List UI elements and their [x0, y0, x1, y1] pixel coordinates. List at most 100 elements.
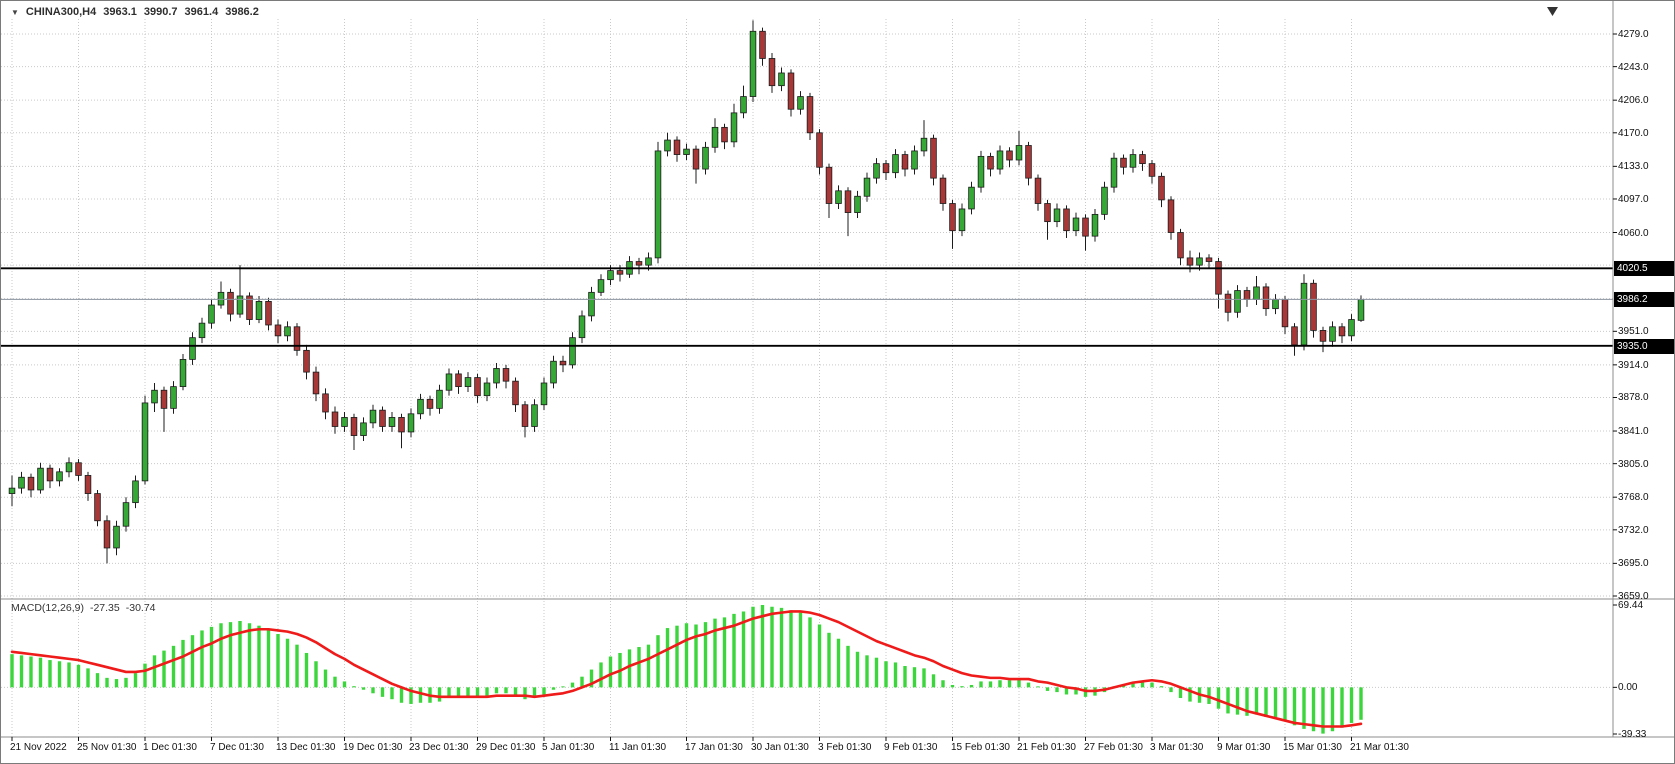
candle: [113, 520, 120, 556]
candle: [1310, 279, 1317, 338]
candle: [18, 471, 25, 494]
candle: [759, 27, 766, 66]
candle: [1243, 286, 1251, 307]
price-axis-label: 3732.0: [1618, 525, 1649, 536]
candle: [464, 372, 472, 393]
candle: [930, 134, 937, 186]
time-axis-label: 9 Mar 01:30: [1217, 742, 1271, 753]
candle: [749, 20, 757, 102]
candle: [787, 69, 795, 117]
price-axis-label: 4133.0: [1618, 161, 1649, 172]
macd-signal-value: -30.74: [125, 602, 156, 614]
candle: [132, 475, 139, 509]
chart-shift-marker[interactable]: [1547, 7, 1558, 16]
symbol-period-label: CHINA300,H4: [25, 6, 97, 18]
candle: [75, 459, 82, 481]
candle: [1101, 181, 1108, 220]
candle: [341, 411, 348, 432]
candle: [236, 265, 244, 318]
candle: [360, 417, 367, 441]
macd-axis-label: 69.44: [1618, 600, 1644, 611]
candle: [1053, 203, 1061, 228]
candle: [968, 181, 975, 215]
time-axis-label: 1 Dec 01:30: [143, 742, 197, 753]
price-axis-label: 4060.0: [1618, 228, 1649, 239]
macd-axis-label: 0.00: [1618, 682, 1638, 693]
candle: [284, 321, 291, 342]
price-axis-label: 4206.0: [1618, 95, 1649, 106]
candle: [892, 149, 899, 179]
candle: [84, 471, 92, 501]
price-axis-label: 4097.0: [1618, 194, 1649, 205]
candle: [977, 150, 985, 193]
candle: [920, 120, 928, 157]
candle: [521, 401, 529, 438]
candle: [170, 381, 177, 414]
candle: [540, 377, 548, 411]
time-axis-label: 15 Mar 01:30: [1283, 742, 1342, 753]
candle: [654, 141, 662, 264]
time-axis-label: 13 Dec 01:30: [276, 742, 336, 753]
candle: [398, 413, 405, 449]
candle: [550, 355, 557, 389]
candle: [8, 475, 16, 507]
ohlc-close: 3986.2: [225, 6, 259, 18]
candle: [854, 190, 861, 219]
ohlc-high: 3990.7: [143, 6, 178, 18]
candle: [426, 395, 434, 416]
candle: [949, 199, 956, 249]
one-click-trading-arrow[interactable]: ▼: [11, 7, 19, 17]
price-axis-label: 3659.0: [1618, 591, 1649, 602]
bid-price-badge: 3986.2: [1614, 292, 1674, 307]
time-axis-label: 30 Jan 01:30: [751, 742, 809, 753]
candle: [1272, 294, 1279, 315]
time-axis-label: 17 Jan 01:30: [685, 742, 743, 753]
candle: [141, 395, 149, 485]
candle: [1015, 130, 1023, 166]
candle: [711, 118, 719, 153]
candle: [844, 187, 852, 237]
candle: [1215, 257, 1222, 309]
time-axis-label: 27 Feb 01:30: [1084, 742, 1143, 753]
macd-signal-line: [10, 610, 1363, 728]
chart-header: ▼ CHINA300,H4 3963.1 3990.7 3961.4 3986.…: [11, 6, 259, 18]
candle: [46, 464, 54, 489]
candle: [407, 408, 415, 438]
price-axis-label: 4170.0: [1618, 128, 1649, 139]
time-axis-label: 21 Mar 01:30: [1350, 742, 1409, 753]
candle: [331, 406, 339, 434]
candle: [740, 85, 747, 119]
macd-indicator-label: MACD(12,26,9) -27.35 -30.74: [11, 602, 156, 614]
candle: [1338, 323, 1346, 344]
time-axis-label: 21 Feb 01:30: [1017, 742, 1076, 753]
candle: [56, 468, 63, 487]
candle: [1006, 147, 1013, 168]
candle: [369, 404, 377, 429]
price-axis-label: 4279.0: [1618, 29, 1649, 40]
candle: [778, 67, 785, 92]
candle: [1120, 154, 1127, 175]
candle: [103, 515, 111, 564]
price-axis-label: 4243.0: [1618, 62, 1649, 73]
time-axis-label: 11 Jan 01:30: [609, 742, 667, 753]
candle: [455, 370, 462, 394]
candle: [939, 174, 947, 211]
candle: [227, 288, 234, 322]
candle: [635, 257, 643, 275]
time-axis-label: 29 Dec 01:30: [476, 742, 536, 753]
candle: [1158, 172, 1165, 208]
candle: [1177, 228, 1184, 266]
candle: [1300, 274, 1308, 351]
candle: [1148, 159, 1156, 184]
price-axis-label: 3951.0: [1618, 326, 1649, 337]
candle: [303, 344, 310, 380]
candle: [1253, 276, 1260, 306]
candle: [1234, 285, 1241, 318]
candle: [1072, 212, 1080, 237]
ohlc-low: 3961.4: [184, 6, 219, 18]
hline-price-badge: 3935.0: [1614, 339, 1674, 354]
candle: [1329, 321, 1336, 347]
candle: [246, 292, 253, 325]
